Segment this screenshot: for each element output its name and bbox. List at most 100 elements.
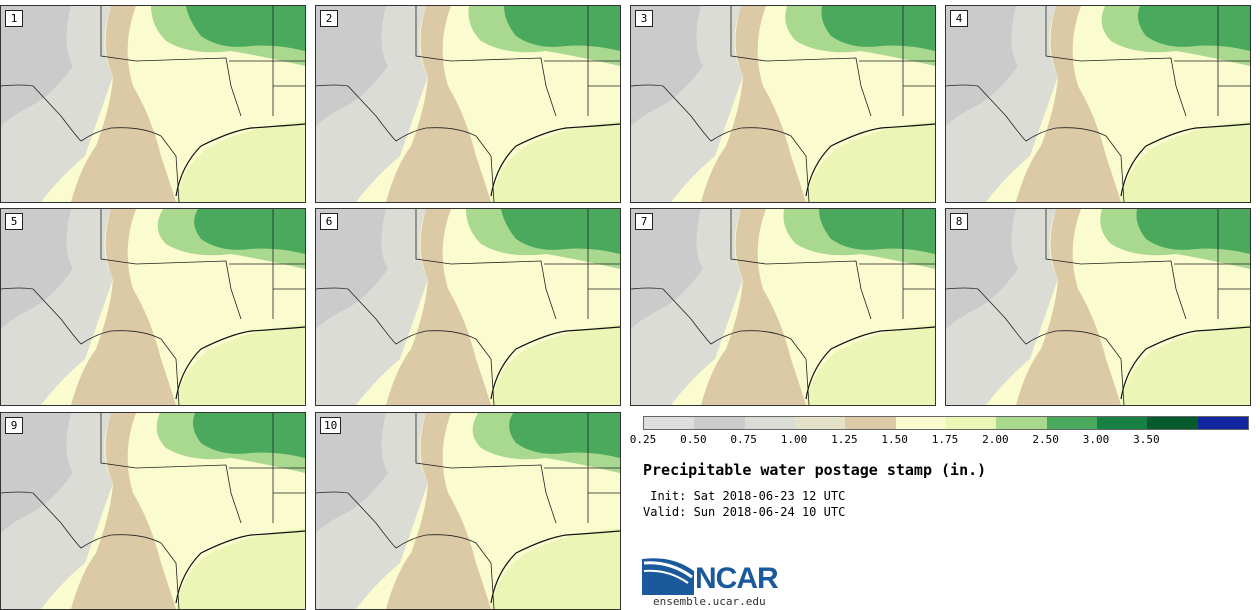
colorbar-tick-label: 1.75 (931, 433, 959, 446)
colorbar-tick-label: 1.00 (780, 433, 808, 446)
very-low-pw-region (946, 6, 1018, 126)
stamp-panel-2[interactable]: 2 (315, 5, 621, 203)
border-line (544, 6, 620, 116)
coastline (175, 326, 305, 400)
gulf-moist-region (806, 324, 935, 405)
gulf-moist-region (491, 324, 620, 405)
colorbar-swatch (1046, 417, 1097, 429)
coastline (490, 530, 620, 604)
colorbar-tick-label: 3.50 (1133, 433, 1160, 446)
very-low-pw-region (631, 209, 703, 329)
very-high-pw-region (186, 6, 305, 51)
stamp-label: 8 (950, 213, 968, 230)
border-line (730, 209, 872, 320)
border-line (316, 287, 495, 405)
very-high-pw-region (501, 209, 620, 254)
gulf-moist-region (806, 121, 935, 202)
moderate-pw-region (701, 209, 806, 405)
very-high-pw-region (1138, 6, 1250, 51)
colorbar-tick-label: 2.00 (982, 433, 1009, 446)
colorbar-swatch (794, 417, 846, 429)
stamp-panel-8[interactable]: 8 (945, 208, 1251, 406)
border-line (415, 6, 557, 117)
stamp-label: 7 (635, 213, 653, 230)
coastline (490, 326, 620, 400)
border-line (316, 491, 495, 609)
very-low-pw-region (631, 6, 703, 126)
very-low-pw-region (946, 209, 1018, 329)
stamp-panel-3[interactable]: 3 (630, 5, 936, 203)
very-high-pw-region (819, 209, 935, 254)
very-low-pw-region (1, 6, 73, 126)
very-low-pw-region (1, 209, 73, 329)
moderate-pw-region (386, 6, 491, 202)
border-line (859, 6, 935, 116)
stamp-panel-7[interactable]: 7 (630, 208, 936, 406)
coastline (1120, 326, 1250, 400)
gulf-moist-region (176, 324, 305, 405)
stamp-panel-1[interactable]: 1 (0, 5, 306, 203)
border-line (229, 6, 305, 116)
border-line (946, 84, 1125, 202)
moderate-pw-region (71, 209, 176, 405)
colorbar-swatch (996, 417, 1047, 429)
border-line (100, 209, 242, 320)
coastline (805, 123, 935, 197)
colorbar-swatch (1096, 417, 1148, 429)
colorbar-tick-label: 1.25 (831, 433, 858, 446)
gulf-moist-region (491, 121, 620, 202)
border-line (229, 413, 305, 523)
colorbar-swatch (694, 417, 745, 429)
ncar-logo-icon (642, 558, 694, 595)
coastline (175, 123, 305, 197)
gulf-moist-region (491, 528, 620, 609)
border-line (1174, 6, 1250, 116)
moderate-pw-region (701, 6, 806, 202)
very-high-pw-region (504, 6, 620, 51)
coastline (1120, 123, 1250, 197)
border-line (631, 84, 810, 202)
colorbar-swatch (895, 417, 946, 429)
stamp-label: 3 (635, 10, 653, 27)
figure-title: Precipitable water postage stamp (in.) (643, 461, 987, 479)
moderate-pw-region (386, 413, 491, 609)
border-line (100, 6, 242, 117)
colorbar-tick-label: 0.25 (629, 433, 657, 446)
moderate-pw-region (71, 6, 176, 202)
colorbar-tick-label: 2.50 (1032, 433, 1059, 446)
colorbar-ticks: 0.25 0.50 0.75 1.00 1.25 1.50 1.75 2.00 2.50 3.00… (630, 433, 1247, 447)
init-time: Init: Sat 2018-06-23 12 UTC (643, 489, 846, 503)
border-line (316, 84, 495, 202)
border-line (859, 209, 935, 319)
gulf-moist-region (176, 121, 305, 202)
stamp-panel-6[interactable]: 6 (315, 208, 621, 406)
very-low-pw-region (1, 413, 73, 533)
very-low-pw-region (316, 209, 388, 329)
colorbar-swatch (744, 417, 795, 429)
stamp-panel-10[interactable]: 10 (315, 412, 621, 610)
coastline (175, 530, 305, 604)
border-line (730, 6, 872, 117)
stamp-label: 9 (5, 417, 23, 434)
border-line (1045, 209, 1187, 320)
stamp-panel-9[interactable]: 9 (0, 412, 306, 610)
stamp-panel-5[interactable]: 5 (0, 208, 306, 406)
colorbar-tick-label: 3.00 (1082, 433, 1110, 446)
valid-time: Valid: Sun 2018-06-24 10 UTC (643, 505, 846, 519)
stamp-label: 10 (320, 417, 342, 434)
border-line (946, 287, 1125, 405)
border-line (415, 413, 557, 524)
very-high-pw-region (194, 209, 305, 254)
border-line (1, 491, 180, 609)
very-high-pw-region (509, 413, 620, 458)
very-high-pw-region (193, 413, 305, 458)
stamp-label: 1 (5, 10, 23, 27)
stamp-panel-4[interactable]: 4 (945, 5, 1251, 203)
colorbar-tick-label: 0.75 (730, 433, 757, 446)
border-line (100, 413, 242, 524)
colorbar-swatch (945, 417, 997, 429)
site-url[interactable]: ensemble.ucar.edu (653, 595, 766, 608)
colorbar-swatch (845, 417, 896, 429)
colorbar-swatch (1197, 417, 1248, 429)
colorbar-swatch (1147, 417, 1198, 429)
